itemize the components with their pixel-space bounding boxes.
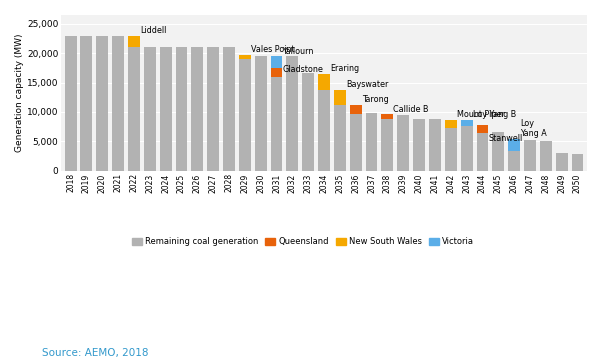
Bar — [191, 47, 203, 171]
Text: Bayswater: Bayswater — [346, 80, 388, 89]
Bar — [492, 132, 504, 171]
Bar — [239, 55, 251, 59]
Bar — [270, 77, 282, 171]
Bar — [112, 35, 124, 171]
Bar — [287, 56, 298, 171]
Text: Yallourn: Yallourn — [282, 46, 314, 55]
Text: Eraring: Eraring — [330, 64, 359, 73]
Bar — [508, 139, 520, 151]
Text: Vales Point: Vales Point — [251, 45, 294, 54]
Bar — [524, 140, 536, 171]
Bar — [571, 153, 583, 171]
Bar — [365, 113, 377, 171]
Bar — [334, 105, 346, 171]
Y-axis label: Generation capacity (MW): Generation capacity (MW) — [15, 34, 24, 152]
Bar — [160, 47, 172, 171]
Bar — [81, 35, 92, 171]
Bar — [477, 133, 488, 171]
Text: Stanwell: Stanwell — [488, 134, 523, 143]
Bar — [176, 47, 187, 171]
Text: Gladstone: Gladstone — [282, 66, 323, 75]
Bar — [144, 47, 156, 171]
Text: Liddell: Liddell — [140, 26, 166, 35]
Bar — [445, 120, 457, 128]
Bar — [397, 115, 409, 171]
Text: Source: AEMO, 2018: Source: AEMO, 2018 — [42, 348, 149, 358]
Bar — [270, 56, 282, 68]
Bar — [255, 56, 267, 171]
Bar — [508, 151, 520, 171]
Bar — [270, 68, 282, 77]
Bar — [556, 153, 568, 171]
Bar — [207, 47, 219, 171]
Bar — [318, 90, 330, 171]
Bar — [128, 47, 140, 171]
Bar — [239, 59, 251, 171]
Bar — [382, 119, 393, 171]
Bar — [96, 35, 108, 171]
Bar — [318, 74, 330, 90]
Text: Callide B: Callide B — [394, 105, 429, 114]
Bar — [334, 89, 346, 105]
Text: Tarong: Tarong — [362, 95, 388, 104]
Bar — [461, 120, 473, 126]
Bar — [540, 140, 552, 171]
Bar — [382, 114, 393, 119]
Bar — [128, 35, 140, 47]
Bar — [350, 114, 362, 171]
Bar — [461, 126, 473, 171]
Bar — [445, 128, 457, 171]
Bar — [350, 105, 362, 114]
Bar — [429, 119, 441, 171]
Text: Mount Piper: Mount Piper — [457, 110, 504, 119]
Text: Loy
Yang A: Loy Yang A — [520, 119, 547, 138]
Bar — [413, 119, 425, 171]
Text: Loy Yang B: Loy Yang B — [473, 110, 516, 119]
Bar — [302, 72, 314, 171]
Bar — [64, 35, 76, 171]
Bar — [223, 47, 235, 171]
Legend: Remaining coal generation, Queensland, New South Wales, Victoria: Remaining coal generation, Queensland, N… — [129, 234, 477, 249]
Bar — [477, 125, 488, 133]
